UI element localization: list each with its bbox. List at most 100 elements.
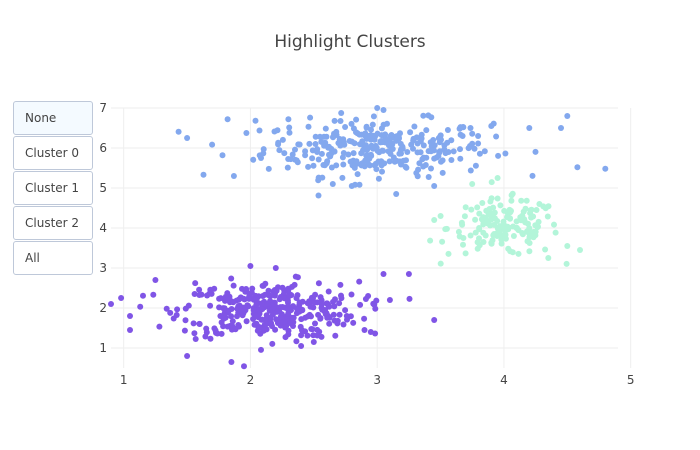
cluster-0-point: [315, 156, 322, 163]
button-none[interactable]: None: [13, 101, 93, 135]
cluster-0-point: [292, 146, 298, 153]
cluster-0-point: [380, 107, 387, 113]
cluster-2-point: [190, 320, 197, 327]
cluster-2-point: [204, 292, 211, 299]
cluster-0-point: [439, 157, 446, 164]
cluster-2-point: [262, 280, 269, 287]
cluster-0-point: [230, 173, 237, 179]
cluster-0-point: [281, 150, 288, 157]
cluster-2-point: [338, 292, 344, 299]
cluster-2-point: [291, 281, 298, 288]
cluster-1-point: [480, 221, 487, 228]
cluster-2-point: [192, 336, 199, 342]
cluster-0-point: [286, 124, 293, 131]
cluster-2-point: [331, 303, 338, 310]
cluster-0-point: [324, 158, 331, 165]
cluster-0-point: [338, 110, 345, 116]
cluster-2-point: [244, 302, 251, 309]
cluster-2-point: [152, 277, 159, 283]
cluster-2-point: [118, 295, 125, 301]
cluster-0-point: [471, 145, 478, 152]
cluster-2-point: [108, 301, 114, 307]
cluster-2-point: [156, 323, 163, 330]
cluster-1-point: [507, 248, 514, 255]
cluster-1-point: [437, 260, 444, 267]
cluster-0-point: [318, 138, 325, 145]
cluster-1-point: [442, 226, 449, 233]
button-cluster-1[interactable]: Cluster 1: [13, 171, 93, 205]
cluster-0-point: [420, 142, 427, 149]
y-axis-ticks: 1 2 3 4 5 6 7: [99, 101, 107, 355]
cluster-0-point: [325, 144, 332, 151]
cluster-2-point: [207, 302, 214, 309]
cluster-2-point: [252, 297, 259, 304]
cluster-0-point: [435, 135, 442, 142]
cluster-2-point: [211, 285, 218, 292]
cluster-0-point: [386, 158, 393, 165]
cluster-0-point: [558, 125, 564, 131]
cluster-0-point: [243, 130, 250, 136]
cluster-0-point: [256, 127, 263, 134]
cluster-0-point: [467, 125, 474, 131]
cluster-0-point: [279, 136, 286, 143]
button-cluster-2[interactable]: Cluster 2: [13, 206, 93, 240]
cluster-2-point: [256, 324, 263, 331]
cluster-1-point: [488, 240, 495, 247]
cluster-0-point: [413, 170, 420, 176]
cluster-2-point: [332, 296, 338, 303]
cluster-2-point: [231, 325, 238, 332]
cluster-0-point: [296, 141, 303, 148]
button-cluster-0[interactable]: Cluster 0: [13, 136, 93, 170]
cluster-0-point: [391, 158, 398, 165]
cluster-1-point: [502, 235, 509, 242]
cluster-0-point: [472, 162, 479, 169]
cluster-2-point: [241, 363, 247, 370]
cluster-0-point: [378, 125, 385, 132]
cluster-0-point: [387, 133, 394, 139]
cluster-1-point: [519, 230, 526, 236]
cluster-0-point: [219, 152, 226, 159]
cluster-2-point: [431, 317, 438, 323]
cluster-2-point: [253, 301, 260, 308]
cluster-2-point: [386, 297, 393, 303]
cluster-2-point: [230, 299, 237, 306]
cluster-2-point: [212, 327, 219, 334]
cluster-1-point: [455, 228, 462, 235]
button-all[interactable]: All: [13, 241, 93, 275]
cluster-0-point: [370, 113, 377, 120]
cluster-1-point: [488, 179, 495, 186]
cluster-1-point: [476, 210, 483, 217]
cluster-1-point: [542, 246, 549, 253]
cluster-2-point: [340, 321, 347, 328]
cluster-0-point: [444, 127, 451, 133]
cluster-0-point: [292, 156, 299, 163]
cluster-0-point: [379, 168, 385, 175]
cluster-0-point: [467, 167, 474, 174]
cluster-0-point: [351, 164, 358, 171]
y-tick-label: 4: [99, 221, 107, 235]
cluster-2-point: [265, 287, 272, 294]
cluster-1-point: [479, 200, 486, 206]
cluster-2-point: [272, 326, 279, 333]
cluster-2-point: [163, 305, 170, 312]
cluster-0-point: [284, 164, 291, 171]
cluster-2-point: [332, 332, 339, 339]
cluster-2-point: [314, 332, 321, 339]
cluster-1-point: [427, 237, 434, 244]
cluster-1-point: [506, 206, 513, 213]
y-tick-label: 6: [99, 141, 107, 155]
cluster-2-point: [315, 280, 322, 287]
cluster-0-point: [529, 172, 536, 179]
cluster-1-point: [517, 214, 524, 221]
cluster-1-point: [528, 214, 535, 221]
cluster-2-point: [314, 326, 321, 333]
cluster-0-point: [329, 181, 336, 187]
cluster-1-point: [525, 220, 531, 227]
chart-title: Highlight Clusters: [274, 32, 426, 52]
cluster-1-point: [501, 207, 508, 214]
cluster-2-point: [312, 291, 319, 298]
cluster-1-point: [480, 229, 487, 236]
cluster-0-point: [469, 130, 476, 137]
cluster-1-point: [564, 243, 571, 249]
cluster-2-point: [196, 321, 203, 327]
